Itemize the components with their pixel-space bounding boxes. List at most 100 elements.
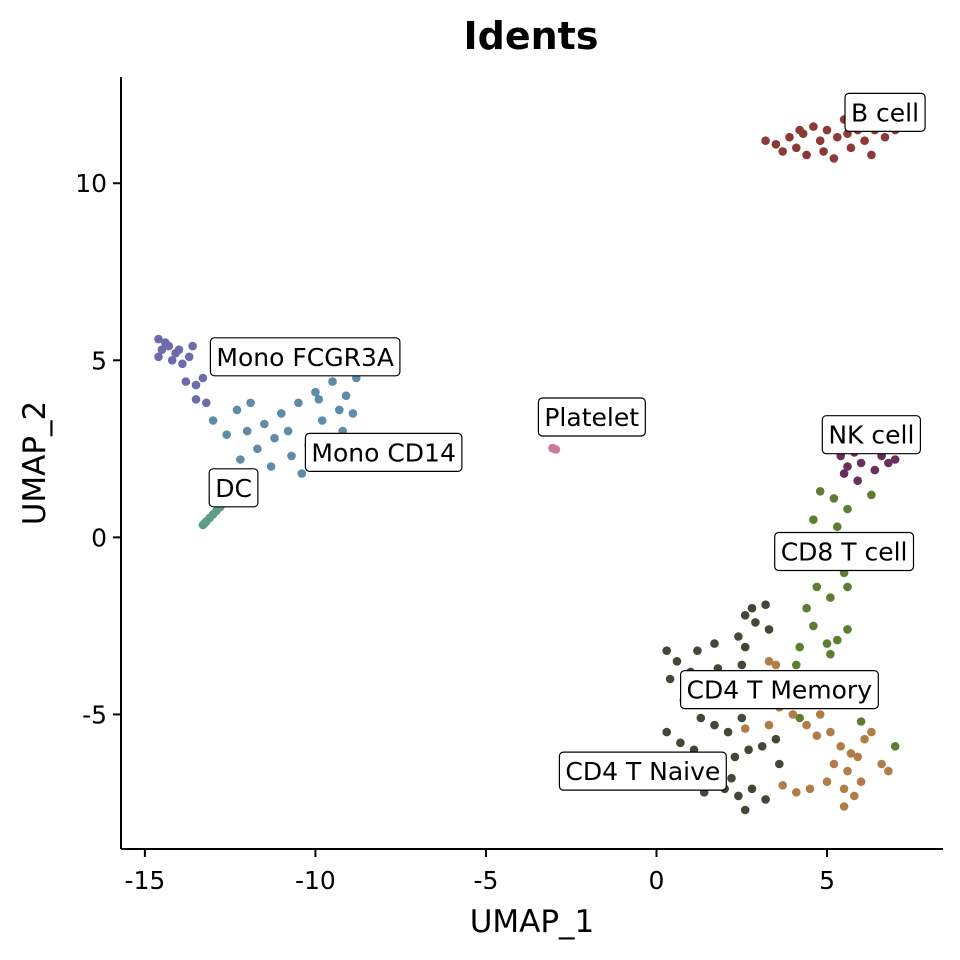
point-cd8-t-cell-2 — [843, 504, 852, 514]
point-cd4-t-memory-12 — [867, 727, 876, 737]
point-cd8-t-cell-10 — [843, 582, 852, 592]
point-cd8-t-cell-18 — [792, 660, 801, 670]
point-mono-fcgr3a-14 — [171, 348, 180, 358]
point-cd4-t-naive-17 — [665, 674, 675, 684]
point-cd4-t-naive-6 — [740, 642, 750, 652]
cluster-label-nk-cell: NK cell — [821, 415, 921, 455]
point-b-cell-7 — [809, 122, 818, 131]
point-cd8-t-cell-12 — [809, 621, 818, 631]
point-cd4-t-memory-22 — [805, 784, 815, 794]
point-cd8-t-cell-14 — [822, 639, 832, 648]
point-platelet-2 — [551, 445, 561, 454]
point-cd8-t-cell-8 — [812, 582, 822, 592]
point-b-cell-21 — [819, 147, 828, 156]
x-tick-label-3: 0 — [649, 866, 665, 895]
cluster-label-text: Mono CD14 — [311, 438, 455, 467]
point-mono-fcgr3a-11 — [198, 373, 208, 383]
point-cd4-t-memory-23 — [792, 788, 801, 797]
point-cd4-t-memory-0 — [764, 657, 774, 666]
point-cd4-t-naive-36 — [740, 805, 750, 815]
point-mono-cd14-17 — [266, 462, 276, 471]
point-mono-cd14-1 — [222, 430, 231, 440]
y-axis-label: UMAP_2 — [17, 401, 53, 526]
point-mono-fcgr3a-8 — [161, 338, 170, 347]
point-cd8-t-cell-17 — [795, 642, 804, 652]
cluster-label-box — [209, 337, 401, 377]
point-cd4-t-memory-28 — [853, 752, 862, 762]
cluster-label-mono-fcgr3a: Mono FCGR3A — [209, 337, 401, 377]
point-cd8-t-cell-13 — [833, 635, 842, 645]
series-platelet — [548, 443, 561, 454]
point-cd4-t-naive-27 — [730, 752, 740, 762]
point-cd8-t-cell-5 — [833, 522, 842, 531]
point-b-cell-0 — [761, 136, 770, 145]
point-cd4-t-memory-7 — [812, 731, 822, 740]
point-cd4-t-naive-30 — [771, 734, 781, 744]
cluster-label-box — [537, 397, 646, 437]
point-cd8-t-cell-0 — [815, 487, 825, 496]
point-mono-fcgr3a-0 — [154, 334, 163, 344]
y-tick-label-2: 5 — [91, 346, 107, 375]
point-dc-7 — [200, 518, 209, 528]
point-cd4-t-naive-33 — [734, 791, 743, 801]
point-mono-fcgr3a-2 — [154, 352, 163, 362]
cluster-label-box — [304, 432, 463, 472]
point-mono-cd14-9 — [294, 398, 303, 408]
cluster-label-text: DC — [215, 474, 252, 503]
point-mono-cd14-0 — [208, 416, 218, 425]
cluster-label-cd4-t-memory: CD4 T Memory — [679, 669, 879, 710]
cluster-label-cd8-t-cell: CD8 T cell — [774, 531, 915, 572]
point-mono-cd14-24 — [246, 398, 255, 408]
x-tick-label-1: -10 — [295, 866, 336, 895]
cluster-label-text: CD8 T cell — [781, 538, 908, 567]
point-cd4-t-naive-3 — [751, 618, 760, 627]
point-mono-fcgr3a-13 — [202, 398, 211, 408]
point-mono-fcgr3a-9 — [181, 377, 191, 386]
point-mono-cd14-19 — [297, 469, 307, 478]
point-cd4-t-memory-26 — [764, 720, 774, 730]
cluster-label-platelet: Platelet — [537, 397, 646, 437]
point-cd4-t-memory-27 — [815, 710, 825, 719]
point-cd4-t-naive-28 — [744, 745, 753, 755]
point-nk-cell-3 — [856, 458, 866, 468]
point-cd4-t-naive-15 — [737, 660, 747, 670]
y-ticks: -5 0 5 10 — [75, 169, 121, 729]
point-cd4-t-naive-20 — [710, 720, 719, 730]
point-cd4-t-memory-14 — [843, 766, 852, 776]
x-tick-label-4: 5 — [819, 866, 835, 895]
point-mono-cd14-6 — [270, 433, 279, 443]
point-cd4-t-memory-9 — [836, 742, 845, 751]
y-tick-label-3: 10 — [75, 169, 107, 198]
point-cd4-t-memory-15 — [856, 777, 866, 786]
point-mono-fcgr3a-6 — [178, 359, 187, 369]
x-ticks: -15 -10 -5 0 5 — [124, 849, 835, 895]
point-cd4-t-naive-0 — [761, 600, 770, 609]
point-cd8-t-cell-23 — [856, 717, 866, 726]
point-cd4-t-naive-40 — [737, 713, 747, 723]
point-cd4-t-naive-9 — [662, 646, 671, 655]
point-nk-cell-1 — [843, 462, 852, 471]
point-cd4-t-naive-21 — [723, 727, 733, 737]
point-cd4-t-naive-4 — [764, 625, 774, 634]
cluster-label-text: Platelet — [544, 403, 639, 432]
point-mono-cd14-15 — [341, 391, 351, 401]
point-mono-cd14-14 — [335, 405, 344, 415]
point-cd4-t-naive-19 — [696, 713, 706, 723]
point-cd4-t-naive-34 — [747, 784, 757, 794]
point-cd4-t-naive-7 — [710, 639, 719, 648]
point-b-cell-18 — [880, 132, 890, 142]
point-mono-cd14-23 — [236, 455, 245, 464]
point-b-cell-8 — [815, 136, 825, 145]
point-cd4-t-naive-8 — [693, 646, 702, 655]
point-cd4-t-memory-21 — [822, 777, 832, 786]
series-mono-fcgr3a — [154, 334, 211, 408]
point-cd4-t-naive-1 — [747, 603, 757, 613]
point-cd8-t-cell-4 — [809, 515, 818, 524]
cluster-label-text: Mono FCGR3A — [216, 343, 394, 372]
x-tick-label-2: -5 — [473, 866, 498, 895]
cluster-label-text: B cell — [851, 98, 919, 127]
point-mono-cd14-18 — [283, 426, 293, 436]
point-mono-cd14-13 — [328, 377, 337, 386]
y-tick-label-0: -5 — [82, 700, 107, 729]
